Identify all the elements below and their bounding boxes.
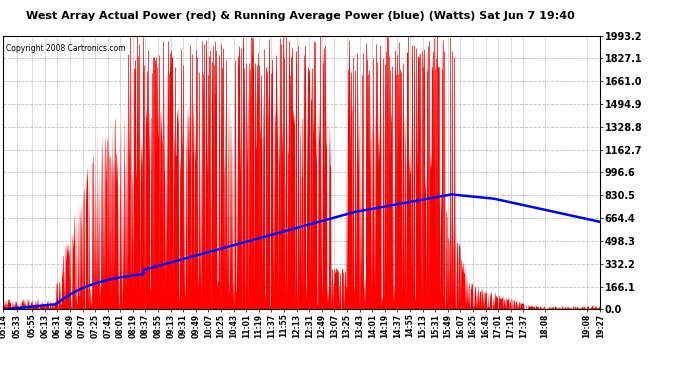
Text: Copyright 2008 Cartronics.com: Copyright 2008 Cartronics.com [6, 44, 126, 53]
Text: West Array Actual Power (red) & Running Average Power (blue) (Watts) Sat Jun 7 1: West Array Actual Power (red) & Running … [26, 11, 575, 21]
